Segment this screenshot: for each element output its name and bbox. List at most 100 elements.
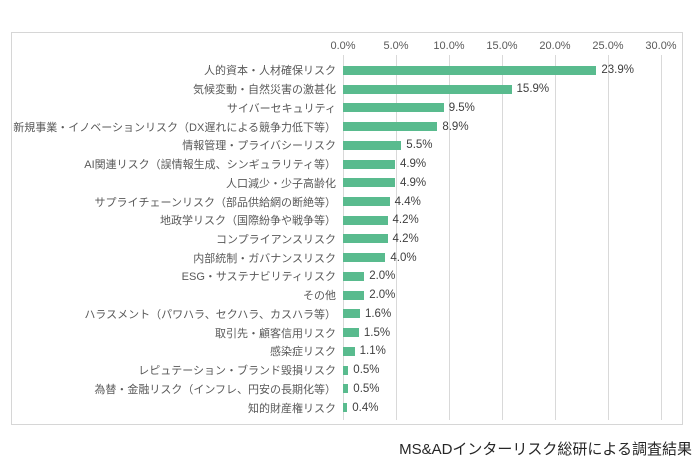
bar (343, 253, 386, 263)
bar-row: 知的財産権リスク 0.4% (12, 398, 682, 417)
gridline (608, 55, 609, 420)
bar-row: 新規事業・イノベーションリスク（DX遅れによる競争力低下等） 8.9% (12, 117, 682, 136)
value-label: 4.9% (399, 176, 427, 189)
bar-track: 5.5% (343, 139, 682, 151)
category-label: 情報管理・プライバシーリスク (182, 140, 336, 153)
category-label: AI関連リスク（誤情報生成、シンギュラリティ等） (84, 159, 336, 172)
category-label: サプライチェーンリスク（部品供給網の断絶等） (94, 196, 336, 209)
bar-row: 為替・金融リスク（インフレ、円安の長期化等） 0.5% (12, 379, 682, 398)
gridline (502, 55, 503, 420)
bar-track: 0.4% (343, 402, 682, 414)
x-axis-tick: 10.0% (433, 40, 465, 52)
gridline (661, 55, 662, 420)
bar-track: 8.9% (343, 121, 682, 133)
category-label: ESG・サステナビリティリスク (181, 271, 336, 284)
source-caption: MS&ADインターリスク総研による調査結果 (399, 441, 692, 458)
bar-track: 2.0% (343, 289, 682, 301)
value-label: 4.4% (394, 195, 421, 208)
x-axis-tick: 5.0% (383, 40, 409, 52)
gridline (555, 55, 556, 420)
value-label: 5.5% (406, 139, 433, 152)
bar-track: 4.0% (343, 252, 682, 264)
value-label: 2.0% (369, 289, 396, 302)
bar-track: 0.5% (343, 364, 682, 376)
bar-row: その他 2.0% (12, 286, 682, 305)
category-label: 新規事業・イノベーションリスク（DX遅れによる競争力低下等） (13, 121, 336, 134)
value-label: 0.4% (352, 401, 379, 414)
category-label: 気候変動・自然災害の激甚化 (193, 84, 336, 97)
bar-track: 2.0% (343, 270, 682, 282)
bar-track: 4.4% (343, 196, 682, 208)
bar-chart-frame: 0.0% 5.0% 10.0% 15.0% 20.0% 25.0% 30.0% 人的資本・人… (11, 32, 683, 425)
bar (343, 403, 348, 413)
bar-track: 9.5% (343, 102, 682, 114)
bar (343, 328, 359, 338)
x-axis-tick: 20.0% (539, 40, 571, 52)
bar (343, 309, 360, 319)
bar-track: 1.5% (343, 327, 682, 339)
bar-track: 1.1% (343, 345, 682, 357)
bar-track: 4.2% (343, 214, 682, 226)
bar (343, 365, 349, 375)
value-label: 4.2% (392, 232, 419, 245)
value-label: 0.5% (353, 382, 380, 395)
category-label: その他 (303, 290, 336, 303)
category-label: 感染症リスク (270, 346, 336, 359)
x-axis-tick: 30.0% (645, 40, 677, 52)
category-label: 人的資本・人材確保リスク (204, 65, 336, 78)
category-label: 人口減少・少子高齢化 (226, 177, 336, 190)
bar (343, 65, 597, 75)
x-axis-tick: 0.0% (330, 40, 356, 52)
bar-rows: 人的資本・人材確保リスク 23.9% 気候変動・自然災害の激甚化 15.9% サイバーセ… (12, 61, 682, 417)
category-label: 知的財産権リスク (248, 402, 336, 415)
category-label: ハラスメント（パワハラ、セクハラ、カスハラ等） (84, 308, 336, 321)
category-label: コンプライアンスリスク (215, 233, 336, 246)
gridline (449, 55, 450, 420)
category-label: 取引先・顧客信用リスク (215, 327, 336, 340)
gridline (396, 55, 397, 420)
value-label: 23.9% (601, 64, 634, 77)
bar (343, 234, 388, 244)
bar-track: 15.9% (343, 83, 682, 95)
bar-row: レピュテーション・ブランド毀損リスク 0.5% (12, 361, 682, 380)
bar-row: ESG・サステナビリティリスク 2.0% (12, 267, 682, 286)
value-label: 8.9% (442, 120, 469, 133)
bar (343, 346, 355, 356)
bar (343, 215, 388, 225)
x-axis-tick: 25.0% (592, 40, 624, 52)
bar (343, 103, 444, 113)
bar-row: サプライチェーンリスク（部品供給網の断絶等） 4.4% (12, 192, 682, 211)
category-label: レピュテーション・ブランド毀損リスク (138, 365, 336, 378)
bar-row: 情報管理・プライバシーリスク 5.5% (12, 136, 682, 155)
bar (343, 159, 395, 169)
bar (343, 384, 349, 394)
bar-track: 0.5% (343, 383, 682, 395)
bar-row: コンプライアンスリスク 4.2% (12, 230, 682, 249)
category-label: サイバーセキュリティ (226, 102, 336, 115)
bar-track: 4.2% (343, 233, 682, 245)
bar-row: 人的資本・人材確保リスク 23.9% (12, 61, 682, 80)
bar-row: AI関連リスク（誤情報生成、シンギュラリティ等） 4.9% (12, 155, 682, 174)
bar-track: 1.6% (343, 308, 682, 320)
value-label: 4.2% (392, 214, 419, 227)
value-label: 9.5% (448, 101, 475, 114)
bar (343, 140, 402, 150)
bar-track: 4.9% (343, 158, 682, 170)
bar-track: 23.9% (343, 64, 682, 76)
x-axis-tick: 15.0% (486, 40, 518, 52)
value-label: 15.9% (516, 83, 550, 96)
value-label: 1.6% (364, 307, 392, 320)
bar-row: 人口減少・少子高齢化 4.9% (12, 173, 682, 192)
bar-row: ハラスメント（パワハラ、セクハラ、カスハラ等） 1.6% (12, 305, 682, 324)
value-label: 1.5% (363, 326, 391, 339)
bar-row: 地政学リスク（国際紛争や戦争等） 4.2% (12, 211, 682, 230)
bar-row: 気候変動・自然災害の激甚化 15.9% (12, 80, 682, 99)
value-label: 4.9% (399, 158, 427, 171)
x-axis: 0.0% 5.0% 10.0% 15.0% 20.0% 25.0% 30.0% (12, 39, 682, 53)
category-label: 地政学リスク（国際紛争や戦争等） (160, 215, 336, 228)
value-label: 2.0% (369, 270, 396, 283)
value-label: 0.5% (353, 364, 380, 377)
bar-row: 内部統制・ガバナンスリスク 4.0% (12, 248, 682, 267)
bar-row: 取引先・顧客信用リスク 1.5% (12, 323, 682, 342)
bar-track: 4.9% (343, 177, 682, 189)
